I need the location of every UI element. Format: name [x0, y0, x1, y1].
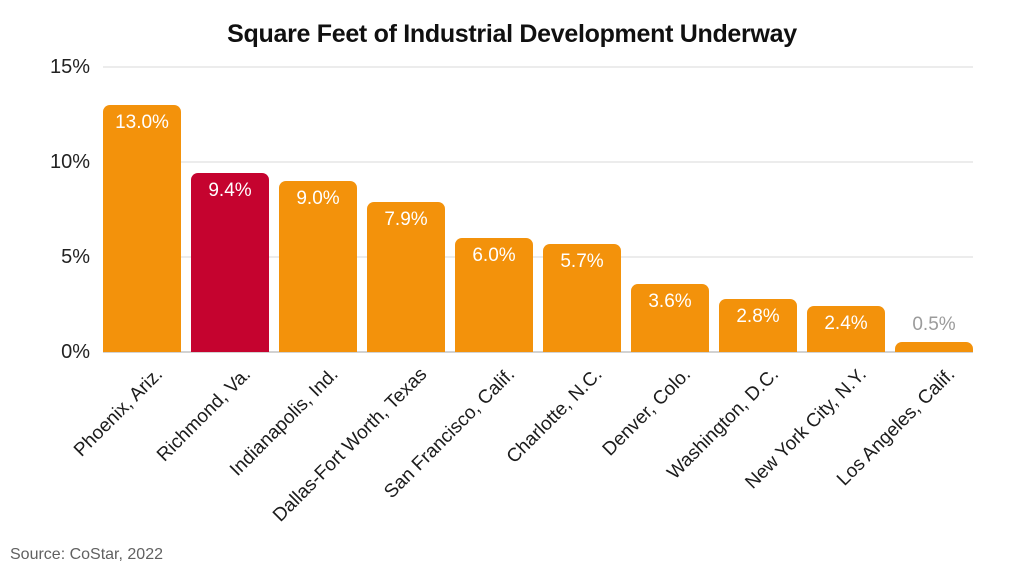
bar-dallas-fort-worth-texas: [367, 202, 445, 352]
bar-value-label: 3.6%: [648, 291, 692, 312]
bar-denver-colo: [631, 284, 709, 352]
y-tick-label: 15%: [49, 56, 90, 78]
chart-title: Square Feet of Industrial Development Un…: [227, 20, 797, 48]
bar-indianapolis-ind: [279, 181, 357, 352]
bar-new-york-city-n-y: [807, 306, 885, 352]
x-axis-label: Phoenix, Ariz.: [69, 364, 167, 461]
gridline-10pct: [103, 161, 973, 163]
gridline-15pct: [103, 66, 973, 68]
source-note: Source: CoStar, 2022: [10, 546, 163, 563]
bar-richmond-va: [191, 173, 269, 352]
bar-value-label: 2.4%: [824, 313, 868, 334]
bar-value-label: 13.0%: [115, 112, 169, 133]
y-tick-label: 5%: [61, 246, 90, 268]
bar-value-label: 2.8%: [736, 306, 780, 327]
bar-value-label: 7.9%: [384, 209, 428, 230]
bar-washington-d-c: [719, 299, 797, 352]
x-axis-label: Dallas-Fort Worth, Texas: [268, 364, 431, 527]
bar-phoenix-ariz: [103, 105, 181, 352]
bar-san-francisco-calif: [455, 238, 533, 352]
gridline-0pct: [103, 351, 973, 353]
bar-value-label: 9.0%: [296, 188, 340, 209]
bar-value-label: 9.4%: [208, 180, 252, 201]
bar-value-label: 6.0%: [472, 245, 516, 266]
gridline-5pct: [103, 256, 973, 258]
y-tick-label: 10%: [49, 151, 90, 173]
bar-value-label: 0.5%: [912, 314, 956, 335]
x-axis-label: Denver, Colo.: [598, 364, 695, 461]
bar-charlotte-n-c: [543, 244, 621, 352]
y-tick-label: 0%: [61, 341, 90, 363]
bar-los-angeles-calif: [895, 342, 973, 352]
bar-value-label: 5.7%: [560, 251, 604, 272]
